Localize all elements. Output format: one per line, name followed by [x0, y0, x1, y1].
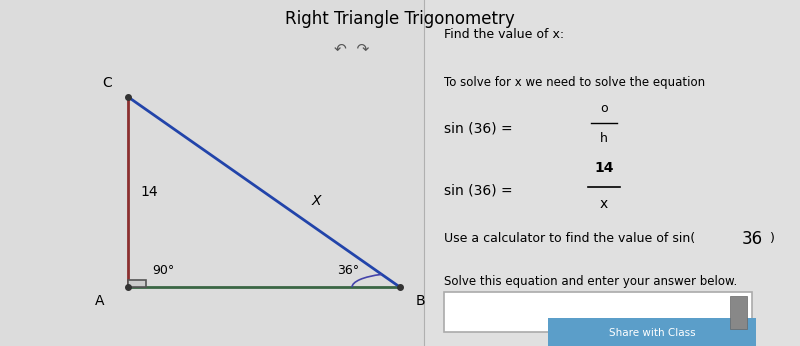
Text: Use a calculator to find the value of sin(: Use a calculator to find the value of si…: [444, 232, 695, 245]
Text: sin (36) =: sin (36) =: [444, 183, 517, 197]
Text: To solve for x we need to solve the equation: To solve for x we need to solve the equa…: [444, 76, 705, 89]
Text: Right Triangle Trigonometry: Right Triangle Trigonometry: [285, 10, 515, 28]
Bar: [424, 0, 800, 346]
Text: B: B: [416, 294, 426, 308]
Text: Share with Class: Share with Class: [609, 328, 695, 338]
Bar: [444, 292, 752, 332]
Text: sin (36) =: sin (36) =: [444, 121, 517, 135]
Bar: [730, 296, 747, 329]
Text: 36: 36: [742, 230, 762, 248]
Text: 14: 14: [594, 161, 614, 175]
Polygon shape: [128, 280, 146, 287]
Text: ): ): [770, 232, 775, 245]
Text: A: A: [94, 294, 104, 308]
Text: ↶  ↷: ↶ ↷: [334, 42, 370, 56]
Text: 14: 14: [140, 185, 158, 199]
Text: 90°: 90°: [152, 264, 174, 277]
Bar: [548, 318, 756, 346]
Text: h: h: [600, 132, 608, 145]
Bar: [0, 0, 424, 346]
Text: C: C: [102, 76, 112, 90]
Text: Solve this equation and enter your answer below.: Solve this equation and enter your answe…: [444, 275, 738, 288]
Text: 36°: 36°: [337, 264, 359, 277]
Text: x: x: [600, 197, 608, 211]
Text: X: X: [311, 194, 321, 208]
Text: Find the value of x:: Find the value of x:: [444, 28, 564, 41]
Text: o: o: [600, 102, 608, 116]
